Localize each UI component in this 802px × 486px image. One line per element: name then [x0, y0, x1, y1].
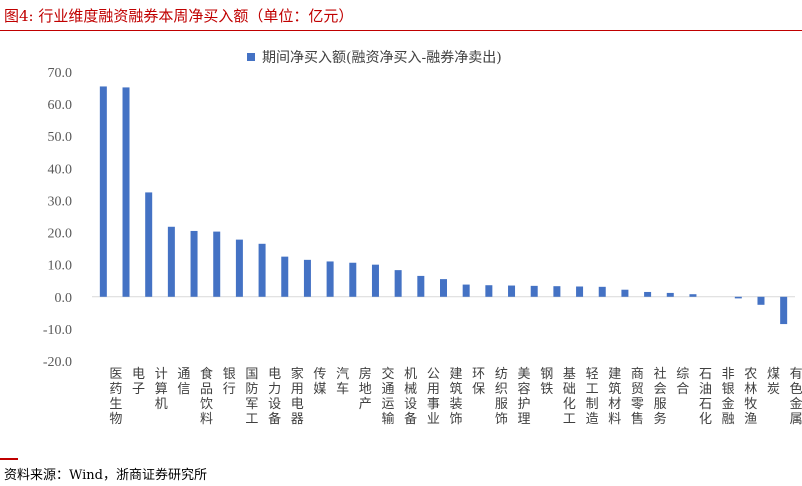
bar — [780, 296, 788, 325]
source-divider — [0, 458, 18, 460]
bar — [666, 292, 674, 297]
figure-title: 图4: 行业维度融资融券本周净买入额（单位：亿元） — [4, 7, 354, 25]
bar — [281, 256, 289, 297]
title-divider — [0, 30, 802, 31]
category-label: 机械设备 — [404, 367, 417, 427]
category-label: 社会服务 — [654, 366, 667, 427]
bar — [167, 226, 175, 297]
bar — [621, 289, 629, 297]
bar — [235, 239, 243, 297]
bar — [417, 275, 425, 297]
bar — [485, 285, 493, 297]
bar — [530, 285, 538, 297]
category-label: 银行 — [223, 367, 236, 397]
y-tick-label: 30.0 — [48, 194, 73, 209]
bar — [145, 192, 153, 297]
y-tick-label: 40.0 — [48, 162, 73, 177]
legend-swatch — [247, 53, 255, 61]
category-label: 通信 — [177, 367, 190, 397]
category-label: 交通运输 — [381, 366, 394, 427]
category-label: 国防军工 — [245, 367, 258, 427]
bar — [371, 264, 379, 297]
category-label: 非银金融 — [722, 367, 735, 427]
bar — [553, 286, 561, 297]
category-label: 医药生物 — [109, 367, 122, 427]
category-label: 美容护理 — [518, 367, 531, 427]
category-label: 汽车 — [336, 367, 349, 397]
legend-label: 期间净买入额(融资净买入-融券净卖出) — [262, 50, 502, 66]
category-label: 煤炭 — [767, 367, 780, 397]
category-label: 钢铁 — [540, 367, 553, 397]
bar — [644, 291, 652, 297]
category-label: 农林牧渔 — [744, 367, 757, 427]
y-tick-label: 70.0 — [48, 66, 73, 81]
category-label: 有色金属 — [790, 367, 802, 427]
y-tick-label: 0.0 — [55, 291, 73, 306]
category-label: 传媒 — [313, 367, 326, 397]
bar — [349, 262, 357, 297]
category-label: 房地产 — [359, 366, 372, 412]
category-label: 建筑材料 — [608, 367, 621, 427]
y-tick-label: -10.0 — [43, 323, 72, 338]
category-label: 轻工制造 — [586, 367, 599, 427]
category-label: 家用电器 — [291, 366, 304, 427]
bar — [394, 270, 402, 297]
source-note: 资料来源：Wind，浙商证券研究所 — [4, 468, 207, 483]
bar — [122, 87, 130, 297]
y-tick-label: 60.0 — [48, 98, 73, 113]
category-label: 纺织服饰 — [495, 367, 508, 427]
bar — [190, 230, 198, 297]
category-label: 公用事业 — [427, 367, 440, 427]
bar — [99, 86, 107, 297]
bar — [734, 296, 742, 299]
bar — [303, 259, 311, 297]
bar — [213, 231, 221, 297]
y-tick-label: 10.0 — [48, 259, 73, 274]
y-tick-label: -20.0 — [43, 355, 72, 370]
bar — [508, 285, 516, 297]
category-label: 环保 — [472, 367, 485, 397]
bar — [576, 286, 584, 297]
bar — [440, 279, 447, 297]
category-label: 电子 — [132, 367, 145, 397]
bar — [326, 261, 334, 297]
bar — [689, 294, 697, 297]
bar — [462, 284, 470, 297]
category-label: 建筑装饰 — [450, 367, 463, 427]
bar — [258, 243, 266, 297]
category-label: 商贸零售 — [631, 367, 644, 427]
category-label: 计算机 — [155, 367, 168, 412]
category-label: 基础化工 — [563, 367, 576, 427]
y-tick-label: 20.0 — [48, 227, 73, 242]
y-tick-label: 50.0 — [48, 130, 73, 145]
category-label: 电力设备 — [268, 367, 281, 427]
category-label: 食品饮料 — [200, 366, 213, 427]
category-label: 石油石化 — [699, 367, 712, 427]
bar — [598, 286, 606, 297]
bar — [757, 296, 765, 305]
category-label: 综合 — [676, 367, 689, 397]
